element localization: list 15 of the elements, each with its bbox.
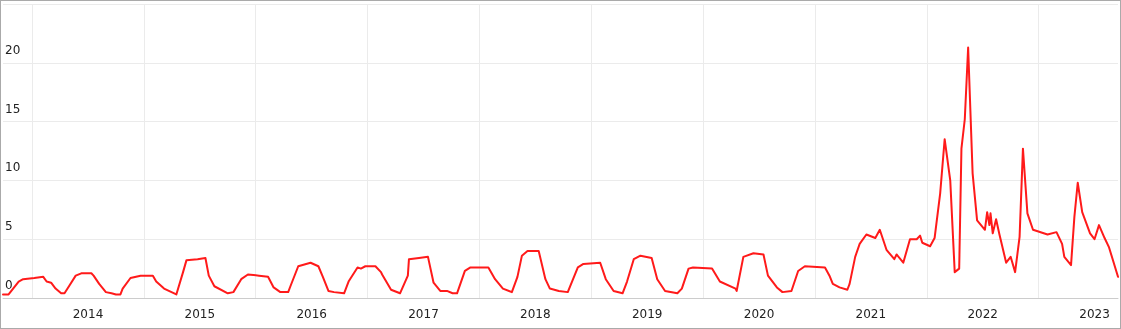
y-tick-label: 15 — [5, 101, 21, 116]
x-tick-label: 2014 — [72, 307, 104, 321]
y-tick-label: 0 — [5, 278, 13, 292]
x-tick-label: 2020 — [743, 307, 775, 321]
x-tick-label: 2018 — [520, 307, 551, 321]
y-tick-label: 20 — [5, 42, 21, 57]
x-tick-label: 2017 — [408, 307, 439, 321]
x-tick-label: 2022 — [967, 307, 998, 321]
y-tick-label: 10 — [5, 160, 21, 175]
x-tick-label: 2019 — [631, 307, 663, 321]
y-tick-label: 5 — [5, 219, 13, 234]
x-tick-label: 2023 — [1079, 307, 1110, 321]
x-tick-label: 2015 — [184, 307, 216, 321]
x-tick-label: 2016 — [296, 307, 327, 321]
x-tick-label: 2021 — [855, 307, 887, 321]
